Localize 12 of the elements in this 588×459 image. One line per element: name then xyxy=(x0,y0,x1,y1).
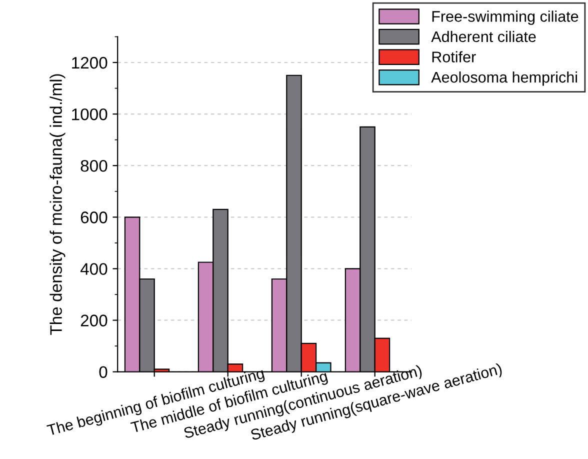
y-axis-title: The density of mciro-fauna( ind./ml) xyxy=(50,74,66,335)
legend-label: Free-swimming ciliate xyxy=(432,10,578,25)
y-tick-label: 600 xyxy=(80,212,108,224)
y-tick-label: 1200 xyxy=(72,56,108,69)
y-tick-label: 1000 xyxy=(72,108,108,120)
y-tick-label: 0 xyxy=(99,366,108,378)
legend-label: Rotifer xyxy=(432,51,476,62)
y-tick-label: 800 xyxy=(80,160,108,172)
legend-label: Aeolosoma hemprichi xyxy=(431,71,578,86)
y-tick-label: 200 xyxy=(80,314,108,326)
y-tick-label: 400 xyxy=(80,263,108,275)
legend-label: Adherent ciliate xyxy=(431,30,536,42)
